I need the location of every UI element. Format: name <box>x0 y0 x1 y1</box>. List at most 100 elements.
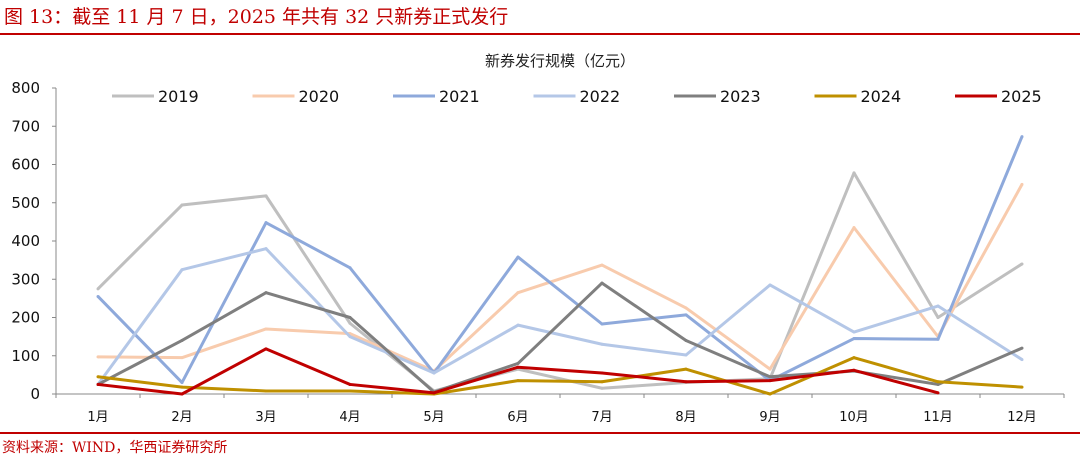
data-point-2019 <box>348 321 352 325</box>
data-point-2025 <box>600 371 604 375</box>
data-point-2023 <box>684 338 688 342</box>
data-point-2022 <box>264 247 268 251</box>
data-point-2022 <box>180 268 184 272</box>
legend-label: 2025 <box>1001 87 1042 106</box>
data-point-2021 <box>348 266 352 270</box>
data-point-2024 <box>516 379 520 383</box>
data-point-2025 <box>768 379 772 383</box>
figure-title: 图 13：截至 11 月 7 日，2025 年共有 32 只新券正式发行 <box>4 6 509 28</box>
x-tick-label: 3月 <box>255 410 276 425</box>
y-tick-label: 200 <box>11 309 40 327</box>
data-point-2020 <box>1020 182 1024 186</box>
x-tick-label: 8月 <box>675 410 696 425</box>
data-point-2024 <box>852 356 856 360</box>
legend-label: 2024 <box>861 87 902 106</box>
data-point-2019 <box>600 386 604 390</box>
data-point-2025 <box>96 382 100 386</box>
data-point-2024 <box>936 380 940 384</box>
data-point-2022 <box>852 330 856 334</box>
y-tick-label: 800 <box>11 79 40 97</box>
data-point-2021 <box>600 322 604 326</box>
x-tick-label: 12月 <box>1007 410 1037 425</box>
data-point-2022 <box>768 283 772 287</box>
data-point-2023 <box>180 338 184 342</box>
data-point-2019 <box>852 171 856 175</box>
data-point-2024 <box>1020 385 1024 389</box>
data-point-2019 <box>1020 262 1024 266</box>
data-point-2020 <box>264 327 268 331</box>
data-point-2023 <box>768 375 772 379</box>
y-tick-label: 600 <box>11 156 40 174</box>
data-point-2025 <box>432 391 436 395</box>
data-point-2025 <box>264 347 268 351</box>
data-point-2019 <box>180 203 184 207</box>
y-tick-label: 700 <box>11 117 40 135</box>
legend-label: 2021 <box>439 87 480 106</box>
y-tick-label: 500 <box>11 194 40 212</box>
data-point-2020 <box>852 226 856 230</box>
data-point-2020 <box>180 356 184 360</box>
data-point-2020 <box>684 306 688 310</box>
data-point-2025 <box>936 391 940 395</box>
x-tick-label: 4月 <box>339 410 360 425</box>
data-point-2021 <box>852 337 856 341</box>
data-point-2019 <box>96 287 100 291</box>
data-point-2021 <box>180 381 184 385</box>
bottom-rule <box>0 432 1080 434</box>
chart-title: 新券发行规模（亿元） <box>485 52 635 70</box>
data-point-2020 <box>96 355 100 359</box>
data-point-2024 <box>264 389 268 393</box>
data-point-2025 <box>684 380 688 384</box>
legend-label: 2019 <box>158 87 199 106</box>
data-point-2024 <box>348 389 352 393</box>
data-point-2020 <box>768 367 772 371</box>
data-point-2024 <box>96 375 100 379</box>
y-tick-label: 100 <box>11 347 40 365</box>
data-point-2021 <box>936 337 940 341</box>
data-point-2022 <box>936 304 940 308</box>
data-point-2021 <box>1020 135 1024 139</box>
data-point-2025 <box>852 368 856 372</box>
data-point-2023 <box>264 291 268 295</box>
data-point-2025 <box>516 365 520 369</box>
data-point-2023 <box>1020 346 1024 350</box>
data-point-2023 <box>936 382 940 386</box>
data-point-2021 <box>96 294 100 298</box>
source-note: 资料来源：WIND，华西证券研究所 <box>2 440 228 456</box>
x-tick-label: 11月 <box>923 410 953 425</box>
x-tick-label: 5月 <box>423 410 444 425</box>
data-point-2021 <box>264 221 268 225</box>
data-point-2025 <box>348 382 352 386</box>
x-tick-label: 1月 <box>87 410 108 425</box>
data-point-2021 <box>516 255 520 259</box>
data-point-2022 <box>432 371 436 375</box>
y-tick-label: 300 <box>11 270 40 288</box>
x-tick-label: 10月 <box>839 410 869 425</box>
data-point-2020 <box>516 291 520 295</box>
data-point-2024 <box>684 367 688 371</box>
data-point-2021 <box>684 313 688 317</box>
x-tick-label: 6月 <box>507 410 528 425</box>
x-tick-label: 7月 <box>591 410 612 425</box>
x-tick-label: 9月 <box>759 410 780 425</box>
series-line-2021 <box>96 136 1024 385</box>
data-point-2024 <box>768 392 772 396</box>
y-tick-label: 400 <box>11 232 40 250</box>
data-point-2022 <box>1020 358 1024 362</box>
x-tick-label: 2月 <box>171 410 192 425</box>
data-point-2020 <box>600 263 604 267</box>
data-point-2025 <box>180 392 184 396</box>
data-point-2019 <box>264 194 268 198</box>
legend-label: 2022 <box>580 87 621 106</box>
series-line-2020 <box>97 183 1024 373</box>
series-line-2022 <box>96 247 1023 386</box>
data-point-2024 <box>600 380 604 384</box>
data-point-2022 <box>348 335 352 339</box>
data-point-2023 <box>348 316 352 319</box>
legend-label: 2020 <box>299 87 340 106</box>
data-point-2023 <box>600 281 604 285</box>
data-point-2022 <box>684 353 688 357</box>
y-tick-label: 0 <box>30 385 40 403</box>
series-line-2019 <box>96 171 1023 393</box>
